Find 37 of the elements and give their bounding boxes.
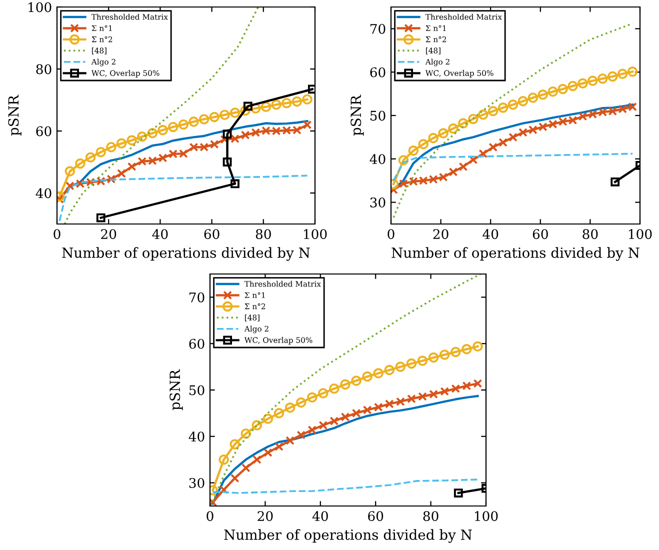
y-tick-label: 50 (370, 110, 386, 121)
x-tick-label: 80 (256, 229, 271, 240)
y-tick-label: 70 (189, 292, 204, 302)
y-tick-label: 30 (189, 478, 204, 488)
y-axis-title: pSNR (350, 94, 364, 136)
x-tick-label: 20 (101, 229, 116, 240)
y-tick-label: 50 (189, 385, 204, 396)
x-tick-label: 100 (475, 511, 498, 522)
x-tick-label: 40 (482, 229, 498, 240)
y-tick-label: 60 (36, 126, 52, 136)
x-tick-label: 60 (532, 229, 548, 240)
x-tick-label: 80 (582, 229, 598, 240)
y-tick-label: 60 (370, 67, 386, 78)
y-tick-label: 80 (36, 64, 52, 74)
y-tick-label: 60 (189, 338, 204, 349)
y-axis-title: pSNR (8, 94, 22, 136)
y-tick-label: 70 (370, 24, 386, 34)
x-tick-label: 20 (433, 229, 448, 240)
y-tick-label: 30 (370, 198, 386, 208)
x-tick-label: 0 (388, 229, 394, 240)
y-tick-label: 40 (36, 188, 52, 198)
x-axis-title: Number of operations divided by N (392, 247, 640, 261)
x-tick-label: 20 (258, 511, 273, 522)
y-tick-label: 100 (28, 2, 52, 12)
x-tick-label: 100 (304, 229, 327, 240)
x-tick-label: 100 (629, 229, 652, 240)
x-axis-title: Number of operations divided by N (224, 529, 472, 543)
y-tick-label: 40 (188, 432, 204, 442)
x-tick-label: 0 (206, 511, 214, 522)
x-axis-title: Number of operations divided by N (62, 247, 310, 261)
x-tick-label: 80 (423, 511, 438, 522)
y-axis-title: pSNR (170, 369, 183, 410)
x-tick-label: 60 (204, 229, 220, 240)
x-tick-label: 40 (312, 511, 328, 522)
x-tick-label: 40 (152, 229, 168, 240)
y-tick-label: 40 (370, 154, 386, 164)
x-tick-label: 0 (54, 229, 60, 240)
